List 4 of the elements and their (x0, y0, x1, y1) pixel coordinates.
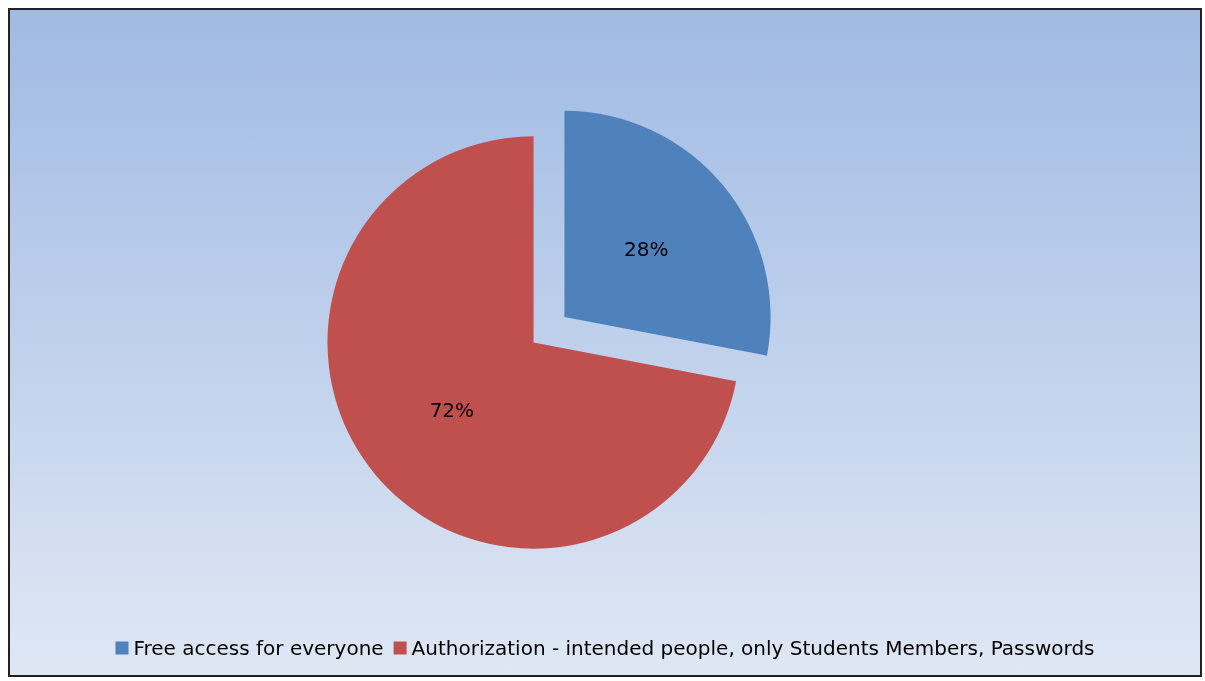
data-label: 72% (429, 398, 475, 423)
legend-label: Free access for everyone (133, 636, 384, 660)
data-label: 28% (623, 237, 669, 262)
legend-label: Authorization - intended people, only Students Members, Passwords (411, 636, 1095, 660)
